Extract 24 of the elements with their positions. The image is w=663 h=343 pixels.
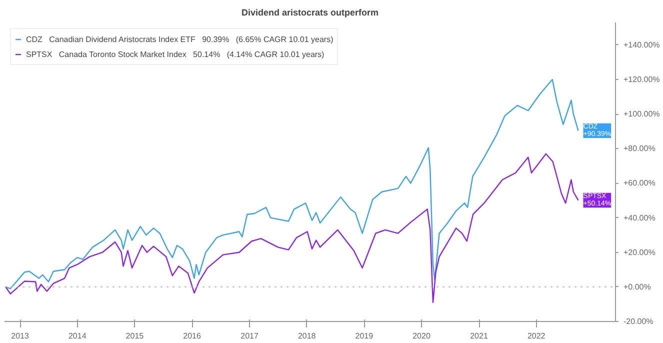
x-tick-label: 2018 xyxy=(298,332,316,340)
x-tick-label: 2019 xyxy=(355,332,374,340)
x-tick-label: 2017 xyxy=(240,332,259,340)
x-tick-label: 2022 xyxy=(527,332,546,340)
legend-label: CDZ Canadian Dividend Aristocrats Index ETF 90.39% (6.65% CAGR 10.01 years) xyxy=(26,34,334,44)
y-tick-label: +80.00% xyxy=(624,144,656,154)
line-series xyxy=(5,78,579,290)
x-tick-label: 2020 xyxy=(412,332,431,340)
x-tick-label: 2015 xyxy=(126,332,144,340)
line-series xyxy=(5,153,579,304)
y-tick-label: +60.00% xyxy=(624,178,656,188)
y-tick-label: -20.00% xyxy=(624,317,654,326)
legend-label: SPTSX Canada Toronto Stock Market Index 50.14% (4.14% CAGR 10.01 years) xyxy=(26,49,324,59)
y-tick-label: +40.00% xyxy=(624,213,656,222)
y-tick-label: +20.00% xyxy=(624,248,656,257)
x-tick-label: 2016 xyxy=(183,332,202,340)
x-tick-label: 2014 xyxy=(68,332,87,340)
x-tick-label: 2021 xyxy=(470,332,488,340)
y-tick-label: +100.00% xyxy=(624,110,660,119)
chart-title: Dividend aristocrats outperform xyxy=(241,8,379,18)
y-tick-label: +120.00% xyxy=(624,75,660,84)
y-tick-label: +140.00% xyxy=(624,40,660,50)
y-tick-label: +0.00% xyxy=(624,282,651,292)
x-tick-label: 2013 xyxy=(11,332,30,340)
